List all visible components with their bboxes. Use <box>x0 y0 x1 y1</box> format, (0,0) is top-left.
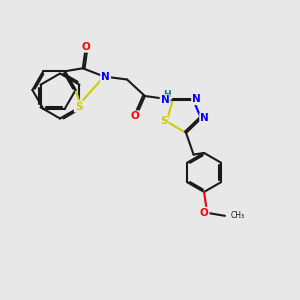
Text: N: N <box>101 71 110 82</box>
Text: S: S <box>160 116 167 127</box>
Text: N: N <box>200 113 209 124</box>
Text: O: O <box>81 42 90 52</box>
Text: S: S <box>75 101 82 112</box>
Text: N: N <box>161 95 170 106</box>
Text: N: N <box>192 94 201 104</box>
Text: H: H <box>163 90 170 99</box>
Text: CH₃: CH₃ <box>230 211 244 220</box>
Text: O: O <box>130 111 139 122</box>
Text: O: O <box>200 208 208 218</box>
